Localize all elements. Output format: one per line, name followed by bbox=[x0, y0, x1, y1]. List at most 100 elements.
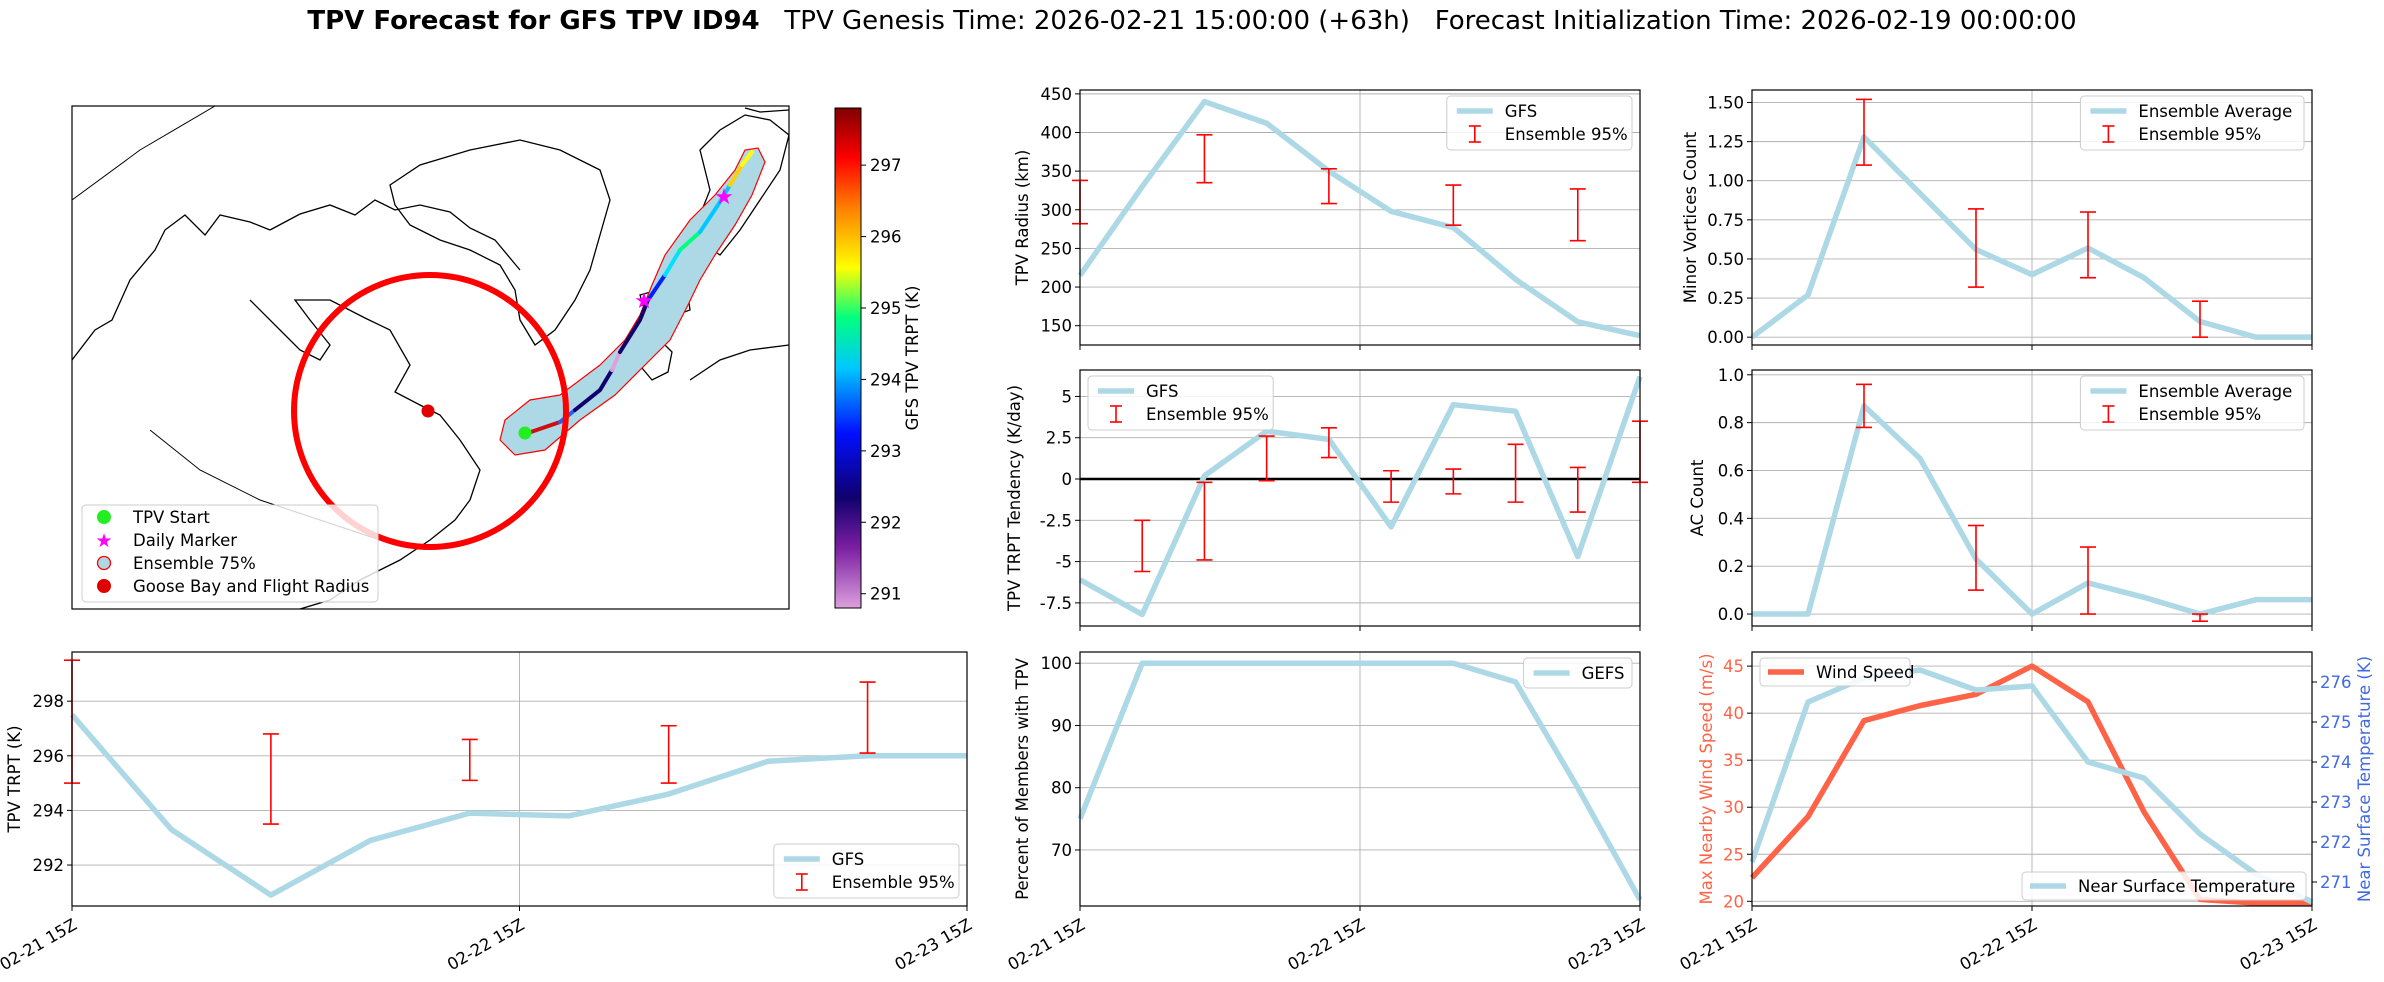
temp-ytick-label-5: 276 bbox=[2320, 673, 2352, 692]
coastline-russia bbox=[744, 107, 789, 113]
figure-title-init: Forecast Initialization Time: 2026-02-19… bbox=[1434, 6, 2077, 36]
tendency-legend-label-1: Ensemble 95% bbox=[1146, 405, 1269, 424]
ac-error-bars bbox=[1856, 383, 2208, 623]
temp-ytick-label-1: 272 bbox=[2320, 833, 2352, 852]
chart-percent: 70 80 90 100 Percent of Members with TPV 02-2… bbox=[1004, 651, 1648, 974]
colorbar-label: GFS TPV TRPT (K) bbox=[903, 286, 922, 431]
ac-ytick-label-5: 1.0 bbox=[1718, 366, 1744, 385]
chart-panels: 292 294 296 298 TPV TRPT (K) 02-21 15Z 02-22 1… bbox=[0, 85, 2374, 974]
trpt-ytick-label-3: 298 bbox=[33, 692, 65, 711]
percent-xtick-label-1: 02-22 15Z bbox=[1284, 915, 1368, 974]
colorbar-tick-label-6: 297 bbox=[870, 156, 902, 175]
temp-ylabel: Near Surface Temperature (K) bbox=[2355, 656, 2374, 902]
legend-goose-bay-symbol bbox=[97, 579, 111, 593]
trpt-legend: GFS Ensemble 95% bbox=[773, 843, 960, 899]
legend-goose-bay-label: Goose Bay and Flight Radius bbox=[133, 577, 369, 596]
colorbar-tick-label-0: 291 bbox=[870, 585, 902, 604]
tendency-legend: GFS Ensemble 95% bbox=[1087, 375, 1274, 431]
temp-legend-label: Near Surface Temperature bbox=[2078, 877, 2295, 896]
colorbar-tick-label-5: 296 bbox=[870, 228, 902, 247]
chart-minor: 0.00 0.25 0.50 0.75 1.00 1.25 1.50 Minor Vortic… bbox=[1681, 89, 2313, 350]
tendency-ytick-label-2: -2.5 bbox=[1040, 511, 1072, 530]
wind-legend-label: Wind Speed bbox=[1816, 663, 1914, 682]
percent-ytick-label-3: 100 bbox=[1041, 654, 1073, 673]
trpt-xtick-label-0: 02-21 15Z bbox=[0, 915, 80, 974]
tpv-track-seg-9 bbox=[698, 183, 732, 234]
trpt-series-line bbox=[69, 713, 967, 898]
trpt-legend-box bbox=[773, 843, 960, 899]
radius-legend-label-0: GFS bbox=[1505, 102, 1537, 121]
percent-legend-label-0: GEFS bbox=[1582, 664, 1625, 683]
tpv-track bbox=[523, 150, 754, 436]
trpt-xtick-label-2: 02-23 15Z bbox=[891, 915, 975, 974]
map-legend-box bbox=[81, 504, 379, 603]
trpt-ytick-label-0: 292 bbox=[33, 856, 65, 875]
percent-ytick-label-0: 70 bbox=[1051, 841, 1072, 860]
temp-ytick-label-0: 271 bbox=[2320, 873, 2352, 892]
minor-ytick-label-4: 1.00 bbox=[1707, 172, 1744, 191]
figure-title-main: TPV Forecast for GFS TPV ID94 bbox=[307, 6, 760, 36]
wind-ytick-label-4: 40 bbox=[1723, 704, 1744, 723]
trpt-error-bars bbox=[64, 659, 876, 825]
colorbar-tick-label-1: 292 bbox=[870, 513, 902, 532]
wind-ytick-label-1: 25 bbox=[1723, 845, 1744, 864]
minor-legend-label-0: Ensemble Average bbox=[2138, 102, 2292, 121]
map-panel: ★ ★ TPV Start ★ Daily Marker Ensemble 75… bbox=[71, 105, 922, 610]
percent-legend: GEFS bbox=[1523, 657, 1633, 689]
radius-ytick-label-4: 350 bbox=[1041, 162, 1073, 181]
legend-ensemble-symbol bbox=[96, 555, 112, 571]
ac-ytick-label-4: 0.8 bbox=[1718, 414, 1744, 433]
legend-ensemble-label: Ensemble 75% bbox=[133, 554, 256, 573]
border-canada-alaska bbox=[72, 106, 216, 201]
ac-legend: Ensemble Average Ensemble 95% bbox=[2079, 375, 2305, 431]
wind-ytick-label-2: 30 bbox=[1723, 798, 1744, 817]
tendency-legend-box bbox=[1087, 375, 1274, 431]
percent-legend-box bbox=[1523, 657, 1633, 689]
colorbar-tick-label-4: 295 bbox=[870, 299, 902, 318]
tpv-track-seg-5 bbox=[618, 298, 650, 354]
temp-ytick-label-3: 274 bbox=[2320, 753, 2352, 772]
flight-radius-circle bbox=[291, 272, 569, 550]
wind-legend-box bbox=[1759, 657, 1911, 687]
chart-wind: 20 25 30 35 40 45 Max Nearby Wind Speed (m/s) 2… bbox=[1676, 651, 2374, 974]
radius-ytick-label-6: 450 bbox=[1041, 85, 1073, 104]
radius-error-bars bbox=[1072, 134, 1586, 242]
percent-series-line bbox=[1077, 660, 1643, 902]
trpt-ytick-label-1: 294 bbox=[33, 801, 65, 820]
coastline-greenland bbox=[389, 139, 611, 346]
ensemble-75-region bbox=[499, 147, 766, 456]
coastline-alaska bbox=[72, 214, 271, 361]
colorbar-tick-label-3: 294 bbox=[870, 370, 902, 389]
percent-ytick-label-2: 90 bbox=[1051, 716, 1072, 735]
coastline-arctic-islands bbox=[269, 199, 521, 271]
tendency-legend-label-0: GFS bbox=[1146, 382, 1178, 401]
map-content: ★ ★ bbox=[72, 106, 789, 609]
ac-ytick-label-1: 0.2 bbox=[1718, 557, 1744, 576]
figure-title: TPV Forecast for GFS TPV ID94 TPV Genesi… bbox=[0, 6, 2384, 36]
wind-legend: Wind Speed bbox=[1759, 657, 1914, 687]
ac-ylabel: AC Count bbox=[1688, 459, 1707, 536]
radius-series-line bbox=[1077, 98, 1641, 339]
trpt-xtick-label-1: 02-22 15Z bbox=[444, 915, 528, 974]
chart-ac: 0.0 0.2 0.4 0.6 0.8 1.0 AC Count Ensemble Avera… bbox=[1688, 366, 2313, 631]
goose-bay-marker bbox=[421, 404, 435, 418]
trpt-ytick-label-2: 296 bbox=[33, 747, 65, 766]
tpv-track-seg-11 bbox=[740, 150, 754, 167]
colorbar-gradient bbox=[834, 107, 862, 609]
temp-ytick-label-2: 273 bbox=[2320, 793, 2352, 812]
tpv-track-seg-6 bbox=[646, 273, 667, 302]
tendency-ytick-label-4: 2.5 bbox=[1046, 429, 1072, 448]
tpv-track-seg-10 bbox=[728, 163, 744, 187]
legend-tpv-start-label: TPV Start bbox=[132, 508, 210, 527]
colorbar-ticks: 291 292 293 294 295 296 297 bbox=[861, 156, 902, 604]
tendency-ytick-label-5: 5 bbox=[1062, 387, 1073, 406]
minor-ytick-label-1: 0.25 bbox=[1707, 289, 1744, 308]
minor-ytick-label-0: 0.00 bbox=[1707, 328, 1744, 347]
minor-ytick-label-3: 0.75 bbox=[1707, 211, 1744, 230]
minor-legend-label-1: Ensemble 95% bbox=[2138, 125, 2261, 144]
legend-tpv-start-symbol bbox=[97, 510, 111, 524]
radius-legend-box bbox=[1446, 95, 1633, 151]
percent-ylabel: Percent of Members with TPV bbox=[1013, 657, 1032, 899]
wind-xtick-label-0: 02-21 15Z bbox=[1676, 915, 1760, 974]
